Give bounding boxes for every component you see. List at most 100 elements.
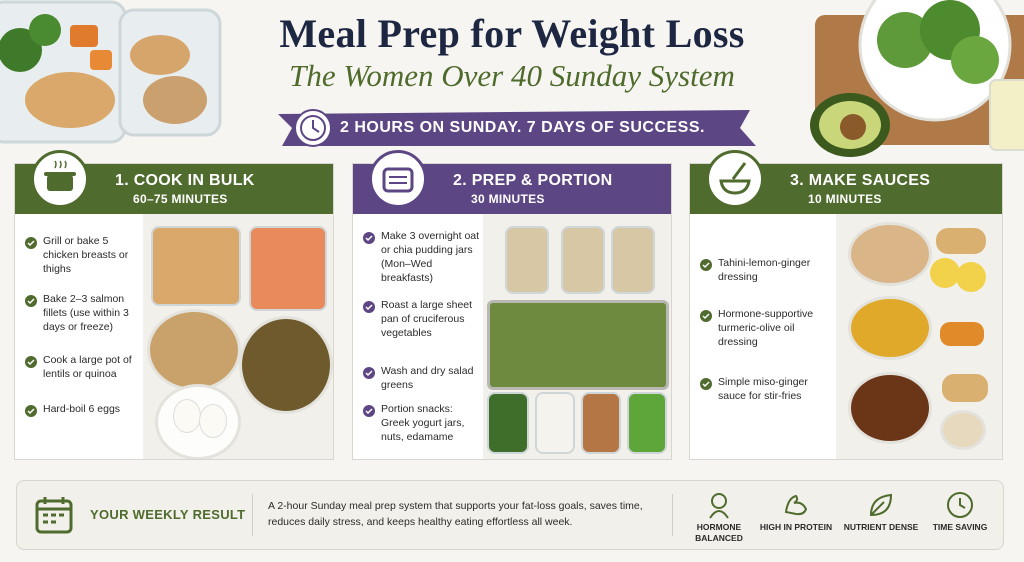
step-item: Portion snacks: Greek yogurt jars, nuts,… [381,403,465,443]
shape [43,513,64,524]
badge: NUTRIENT DENSE [843,522,919,532]
step-item: Bake 2–3 salmon fillets (use within 3 da… [43,293,129,333]
panel-prep: 2. PREP & PORTION 30 MINUTES Make 3 over… [352,150,672,460]
egg [199,404,227,438]
section-time: 30 MINUTES [471,192,545,206]
shape [711,493,727,509]
step-item: Grill or bake 5 chicken breasts or thigh… [43,235,129,275]
title: Meal Prep for Weight Loss [279,11,745,56]
sheet-pan [487,300,669,390]
badge: HORMONE BALANCED [695,522,743,543]
badge: HIGH IN PROTEIN [759,522,833,532]
chicken [130,35,190,75]
shape [47,175,73,191]
shape [54,160,67,169]
broccoli [29,14,61,46]
shape [365,408,373,415]
section-title: 1. COOK IN BULK [115,172,255,189]
decor-top [0,0,1024,157]
chicken [151,226,241,306]
shape [389,176,407,184]
panel-header: 1. COOK IN BULK 60–75 MINUTES [15,150,333,214]
lentils [239,316,333,414]
edamame [627,392,667,454]
nuts [581,392,621,454]
clock-icon [947,492,973,518]
oat-jar [561,226,605,294]
shape [382,167,414,193]
step-item: Hard-boil 6 eggs [43,403,121,415]
egg [173,399,201,433]
leaf-icon [869,493,893,517]
check [25,356,37,368]
section-time: 60–75 MINUTES [133,192,228,206]
protein-icon [784,494,808,516]
yogurt [535,392,575,454]
tahini-sauce [848,222,932,286]
photos [483,214,671,459]
check [363,367,375,379]
shape [35,499,73,534]
shape [27,359,35,366]
check [25,237,37,249]
lemon [956,262,986,292]
shape [702,313,710,320]
check [363,405,375,417]
greens [487,392,529,454]
shape [840,114,866,140]
step-item: Hormone-supportive turmeric-olive oil dr… [718,308,814,348]
carrot [70,25,98,47]
step-item: Roast a large sheet pan of cruciferous v… [381,299,473,339]
footer-label: YOUR WEEKLY RESULT [90,507,246,522]
step-item: Tahini-lemon-ginger dressing [718,257,811,283]
banner-text: 2 HOURS ON SUNDAY. 7 DAYS OF SUCCESS. [340,119,705,136]
shape [27,298,35,305]
miso-sauce [848,372,932,444]
step-item: Cook a large pot of lentils or quinoa [43,354,132,380]
check [25,295,37,307]
step-item: Simple miso-ginger sauce for stir-fries [718,376,808,402]
shape [869,493,893,517]
step-item: Make 3 overnight oat or chia pudding jar… [381,230,480,284]
step-item: Wash and dry salad greens [381,365,474,391]
quinoa [143,76,207,124]
calendar-icon [35,497,73,534]
section-title: 2. PREP & PORTION [453,172,613,189]
shape [27,240,35,247]
check [700,378,712,390]
shape [702,262,710,269]
icon [382,167,414,193]
ginger [936,228,986,254]
ginger [942,374,988,402]
shape [312,120,320,133]
photos [143,214,333,459]
shape [719,179,751,195]
turmeric [940,322,984,346]
check [25,405,37,417]
panel-header: 3. MAKE SAUCES 10 MINUTES [690,150,1002,214]
shape [27,408,35,415]
sesame [940,410,986,450]
shape [702,381,710,388]
whisk-icon [706,150,764,208]
panel-header: 2. PREP & PORTION 30 MINUTES [353,150,671,214]
quinoa [147,309,241,391]
footer [16,480,1004,550]
oat-jar [505,226,549,294]
divider [252,494,253,536]
brush-stroke [278,110,756,146]
section-time: 10 MINUTES [808,192,882,206]
broccoli [0,28,42,72]
panel-cook: 1. COOK IN BULK 60–75 MINUTES Grill or b… [14,150,334,460]
shape [947,492,973,518]
shape [959,498,966,509]
section-title: 3. MAKE SAUCES [790,172,931,189]
shape [365,235,373,242]
lemon [930,258,960,288]
footer-description: A 2-hour Sunday meal prep system that su… [268,500,643,528]
icon [44,160,76,191]
container-icon [369,150,427,208]
shape [784,494,808,516]
check [700,310,712,322]
